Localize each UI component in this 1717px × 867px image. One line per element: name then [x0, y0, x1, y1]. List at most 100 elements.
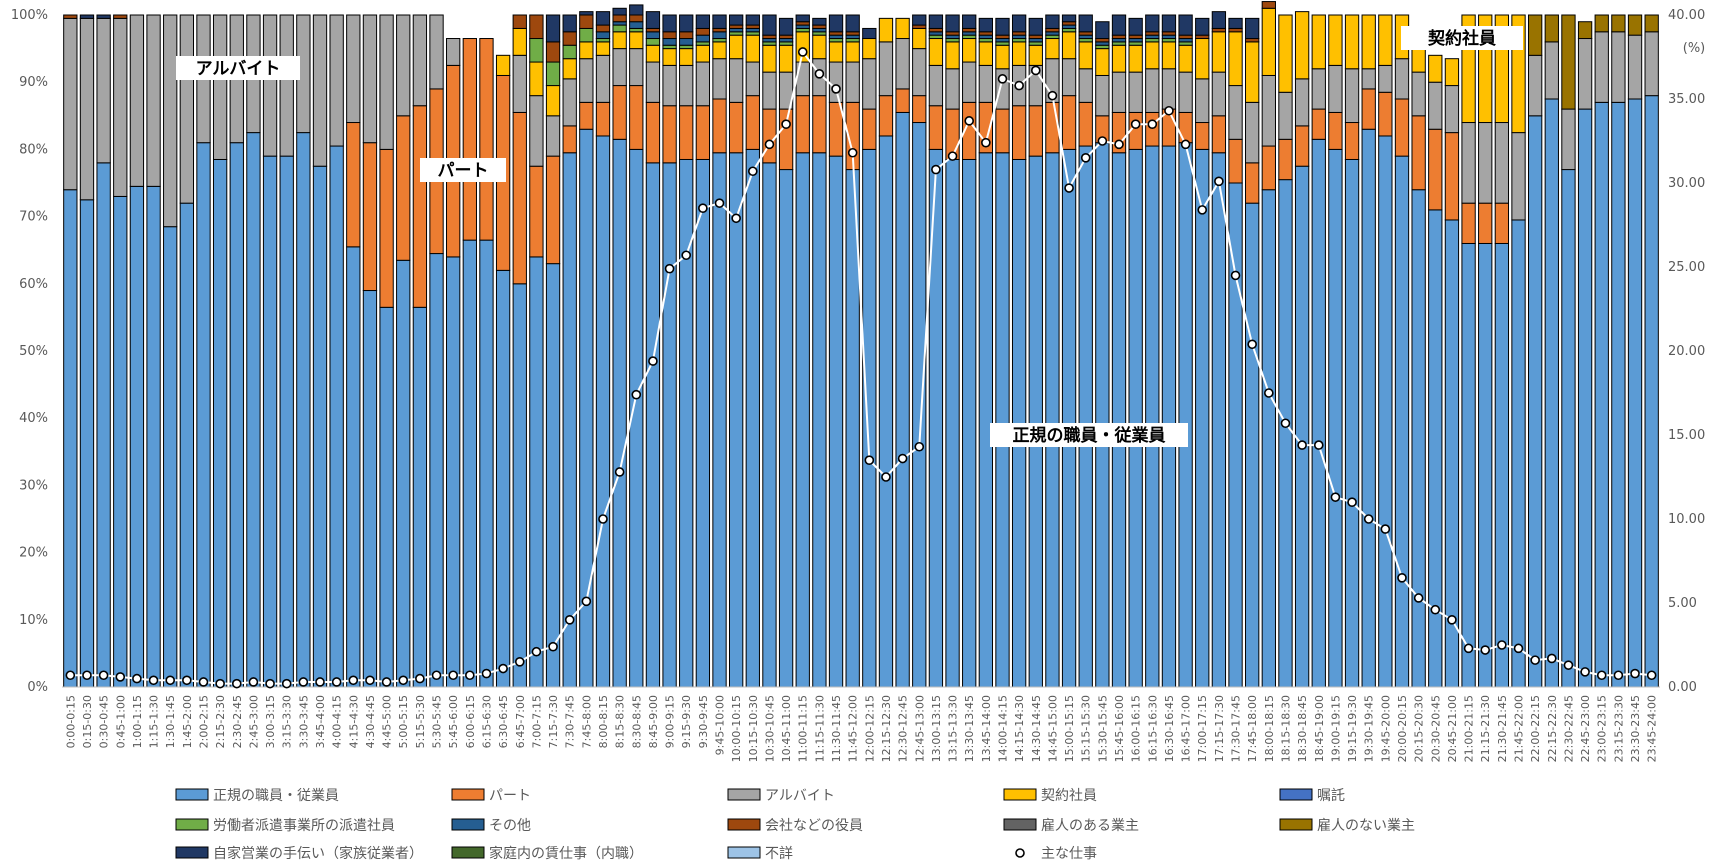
x-tick-label: 16:30-16:45: [1163, 695, 1176, 762]
bar-segment: [1245, 38, 1260, 43]
legend-swatch: [1279, 818, 1313, 831]
x-tick-label: 10:30-10:45: [763, 695, 776, 762]
bar-segment: [945, 41, 960, 70]
bar-segment: [595, 31, 611, 40]
bar-segment: [762, 162, 777, 688]
bar-segment: [346, 246, 361, 688]
bar-segment: [1211, 27, 1227, 33]
x-tick-label: 9:15-9:30: [680, 695, 693, 748]
line-point: [182, 675, 192, 686]
bar-segment: [762, 38, 777, 43]
x-tick-label: 4:45-5:00: [381, 695, 394, 748]
legend-swatch: [175, 818, 209, 831]
bar-segment: [379, 148, 394, 308]
x-tick-label: 18:45-19:00: [1313, 695, 1326, 762]
bar-segment: [163, 226, 178, 688]
bar-segment: [279, 14, 294, 157]
bar-segment: [1028, 105, 1043, 157]
line-point: [1164, 105, 1174, 116]
bar-segment: [396, 14, 411, 117]
legend-swatch: [1003, 818, 1037, 831]
line-point: [947, 151, 958, 161]
bar-segment: [579, 14, 594, 29]
legend-label: 会社などの役員: [765, 818, 863, 834]
bar-segment: [229, 142, 244, 688]
line-point: [1413, 593, 1424, 603]
line-point: [415, 673, 425, 684]
bar-segment: [1095, 44, 1110, 50]
bar-segment: [562, 78, 577, 127]
line-point: [1047, 90, 1058, 101]
bar-segment: [512, 54, 527, 113]
x-tick-label: 15:45-16:00: [1113, 695, 1126, 762]
bar-segment: [529, 61, 544, 97]
bar-segment: [1594, 31, 1609, 103]
legend-swatch: [727, 818, 761, 831]
bar-segment: [1294, 78, 1310, 127]
x-tick-label: 12:45-13:00: [913, 695, 926, 762]
x-tick-label: 1:45-2:00: [181, 695, 194, 748]
line-point: [215, 678, 225, 689]
bar-segment: [695, 44, 711, 63]
bar-segment: [1294, 125, 1310, 167]
bar-segment: [828, 14, 844, 33]
bar-segment: [1095, 21, 1110, 40]
bar-segment: [1478, 242, 1493, 688]
y-right-tick-label: 15.00: [1668, 428, 1705, 443]
y-left-tick-label: 70%: [19, 210, 48, 225]
bar-segment: [995, 41, 1010, 46]
bar-segment: [812, 95, 827, 154]
line-point: [748, 166, 758, 177]
x-tick-label: 22:45-23:00: [1579, 695, 1592, 762]
bar-segment: [1195, 34, 1210, 40]
bar-segment: [1461, 242, 1476, 688]
line-point: [964, 116, 974, 126]
y-left-tick-label: 40%: [19, 411, 48, 426]
bar-segment: [1011, 38, 1027, 43]
line-point: [631, 389, 642, 400]
bar-segment: [912, 95, 927, 124]
bar-segment: [995, 17, 1010, 36]
y-left-tick-label: 30%: [19, 478, 48, 493]
bar-segment: [745, 34, 760, 63]
bar-segment: [163, 14, 178, 228]
bar-segment: [379, 14, 394, 150]
line-point: [614, 467, 625, 477]
bar-segment: [1461, 122, 1476, 204]
bar-segment: [1078, 68, 1093, 103]
bar-segment: [1328, 111, 1343, 150]
bar-segment: [1011, 41, 1027, 66]
bar-segment: [828, 34, 844, 40]
y-right-tick-label: 5.00: [1668, 596, 1697, 611]
line-point: [498, 663, 508, 674]
bar-segment: [778, 169, 794, 688]
bar-segment: [695, 61, 711, 107]
line-point: [1447, 614, 1457, 625]
bar-segment: [1145, 111, 1160, 147]
bar-segment: [1078, 31, 1093, 36]
line-point: [731, 213, 741, 224]
bar-segment: [1361, 14, 1376, 70]
bar-segment: [1294, 165, 1310, 688]
bar-segment: [895, 88, 910, 113]
bar-segment: [662, 162, 677, 688]
bar-segment: [1394, 155, 1410, 688]
x-tick-label: 15:30-15:45: [1096, 695, 1109, 762]
bar-segment: [845, 38, 860, 43]
x-tick-label: 13:30-13:45: [963, 695, 976, 762]
legend-swatch: [451, 788, 485, 801]
bar-segment: [995, 34, 1010, 40]
y-left-tick-label: 10%: [19, 613, 48, 628]
x-tick-label: 23:00-23:15: [1596, 695, 1609, 762]
annotation-box: [420, 158, 506, 182]
bar-segment: [978, 34, 994, 40]
bar-segment: [679, 44, 694, 50]
bar-segment: [262, 155, 278, 688]
bar-segment: [1095, 48, 1110, 76]
line-point: [481, 668, 492, 679]
bar-segment: [479, 239, 494, 688]
bar-segment: [1128, 34, 1143, 40]
bar-segment: [1178, 142, 1193, 688]
bar-segment: [1045, 101, 1060, 154]
line-point: [1080, 153, 1091, 163]
